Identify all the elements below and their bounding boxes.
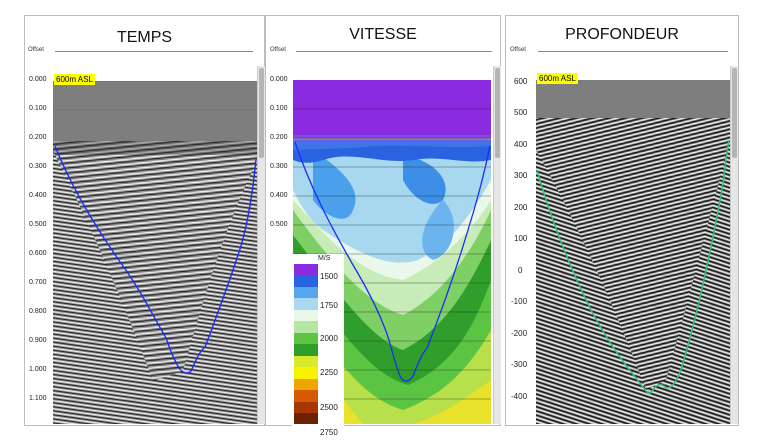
tick-label: 0.400 bbox=[29, 192, 47, 199]
tick-label: 0.000 bbox=[29, 76, 47, 83]
offset-label: Offset bbox=[510, 47, 526, 53]
offset-label: Offset bbox=[270, 47, 286, 53]
tick-label: 500 bbox=[514, 108, 528, 117]
vertical-scrollbar[interactable] bbox=[257, 66, 265, 424]
tick-label: 0.200 bbox=[29, 134, 47, 141]
scrollbar-thumb[interactable] bbox=[259, 68, 264, 158]
tick-label: -400 bbox=[511, 392, 528, 401]
vertical-scrollbar[interactable] bbox=[730, 66, 738, 424]
tick-label: -300 bbox=[511, 360, 528, 369]
tick-label: 0.900 bbox=[29, 337, 47, 344]
scrollbar-thumb[interactable] bbox=[732, 68, 737, 158]
offset-ruler bbox=[55, 51, 253, 52]
panel-temps: TEMPS Offset 0.000 0.100 0.200 0.300 0.4… bbox=[24, 15, 265, 426]
tick-label: 1.100 bbox=[29, 395, 47, 402]
tick-label: 0.800 bbox=[29, 308, 47, 315]
offset-ruler bbox=[296, 51, 492, 52]
panel-title: PROFONDEUR bbox=[565, 26, 679, 43]
asl-label: 600m ASL bbox=[54, 74, 95, 85]
offset-ruler bbox=[538, 51, 728, 52]
legend-colorbar bbox=[294, 264, 318, 424]
panel-title: VITESSE bbox=[349, 26, 417, 43]
panel-profondeur: PROFONDEUR Offset 600 500 400 300 200 10… bbox=[505, 15, 739, 426]
legend-unit: M/S bbox=[318, 255, 331, 262]
tick-label: 0.600 bbox=[29, 250, 47, 257]
tick-label: 100 bbox=[514, 234, 528, 243]
offset-label: Offset bbox=[28, 47, 44, 53]
basement-horizon-line bbox=[54, 145, 257, 374]
seismic-time-section bbox=[53, 81, 257, 424]
basement-horizon-line bbox=[536, 139, 730, 396]
legend-label: 2500 bbox=[320, 403, 338, 412]
tick-label: 0.100 bbox=[29, 105, 47, 112]
tick-label: 0.200 bbox=[270, 134, 288, 141]
tick-label: 400 bbox=[514, 140, 528, 149]
tick-label: 0.100 bbox=[270, 105, 288, 112]
tick-label: 0.300 bbox=[270, 163, 288, 170]
tick-label: 0.500 bbox=[29, 221, 47, 228]
tick-label: -100 bbox=[511, 297, 528, 306]
legend-label: 1500 bbox=[320, 272, 338, 281]
tick-label: 600 bbox=[514, 77, 528, 86]
asl-label: 600m ASL bbox=[537, 73, 578, 84]
tick-label: 300 bbox=[514, 171, 528, 180]
tick-label: 0.700 bbox=[29, 279, 47, 286]
tick-label: 1.000 bbox=[29, 366, 47, 373]
scrollbar-thumb[interactable] bbox=[495, 68, 500, 158]
legend-label: 2000 bbox=[320, 334, 338, 343]
legend-label: 1750 bbox=[320, 301, 338, 310]
panel-vitesse: VITESSE Offset 0.000 0.100 0.200 0.300 0… bbox=[265, 15, 501, 437]
tick-label: 0.400 bbox=[270, 192, 288, 199]
legend-label: 2250 bbox=[320, 368, 338, 377]
basement-horizon-line bbox=[294, 141, 491, 382]
tick-label: 0.000 bbox=[270, 76, 288, 83]
legend-label: 2750 bbox=[320, 428, 338, 437]
velocity-legend: M/S 1500 1750 2000 2250 2500 2750 bbox=[292, 254, 344, 437]
seismic-depth-section bbox=[536, 80, 730, 424]
tick-label: 200 bbox=[514, 203, 528, 212]
tick-label: 0.500 bbox=[270, 221, 288, 228]
tick-label: 0.300 bbox=[29, 163, 47, 170]
panel-title: TEMPS bbox=[116, 29, 173, 46]
tick-label: 0 bbox=[518, 266, 523, 275]
tick-label: -200 bbox=[511, 329, 528, 338]
vertical-scrollbar[interactable] bbox=[493, 66, 501, 424]
